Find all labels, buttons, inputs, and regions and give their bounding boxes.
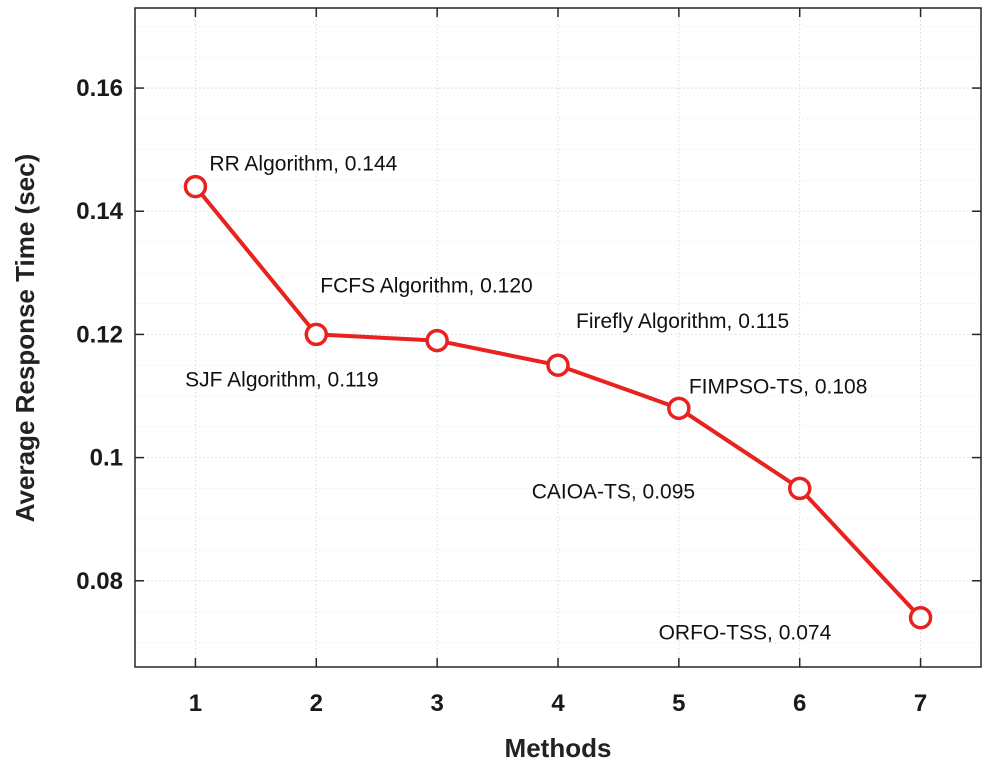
data-point-marker: [546, 353, 570, 377]
y-axis-title: Average Response Time (sec): [10, 154, 40, 523]
data-point-marker: [667, 396, 691, 421]
series-group: [183, 174, 933, 630]
point-annotations: RR Algorithm, 0.144 FCFS Algorithm, 0.120…: [185, 153, 867, 645]
x-tick-label: 2: [310, 690, 323, 717]
y-tick-label: 0.12: [76, 321, 123, 348]
data-point-marker: [304, 322, 329, 347]
x-tick-label: 1: [189, 690, 202, 717]
y-tick-label: 0.1: [90, 445, 123, 472]
data-point-marker: [908, 605, 933, 630]
data-label: SJF Algorithm, 0.119: [185, 369, 378, 392]
data-label: FIMPSO-TS, 0.108: [689, 375, 868, 398]
x-axis-title: Methods: [505, 733, 612, 763]
y-tick-label: 0.16: [76, 75, 123, 102]
data-label: Firefly Algorithm, 0.115: [576, 310, 789, 333]
data-label: ORFO-TSS, 0.074: [659, 622, 832, 645]
data-point-marker: [787, 476, 812, 501]
data-label: FCFS Algorithm, 0.120: [320, 274, 532, 297]
x-tick-label: 5: [672, 690, 685, 717]
data-label: RR Algorithm, 0.144: [209, 153, 397, 176]
x-tick-label: 3: [430, 690, 443, 717]
y-tick-label: 0.14: [76, 198, 123, 225]
x-tick-label: 7: [914, 690, 927, 717]
y-tick-label: 0.08: [76, 568, 123, 595]
x-tick-label: 6: [793, 690, 806, 717]
grid-lines: [135, 8, 981, 667]
x-tick-label: 4: [551, 690, 565, 717]
axis-ticks: [135, 8, 981, 667]
data-point-marker: [425, 328, 449, 353]
data-point-marker: [183, 174, 208, 199]
data-label: CAIOA-TS, 0.095: [532, 480, 695, 503]
tick-labels: 0.08 0.1 0.12 0.14 0.16 1 2 3 4 5 6 7: [76, 75, 927, 717]
